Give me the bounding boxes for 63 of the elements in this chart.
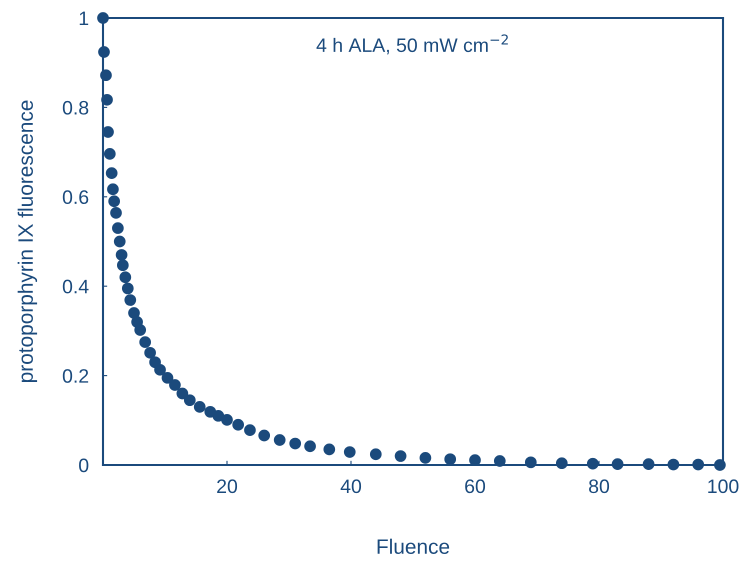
point: [420, 452, 432, 464]
point: [139, 336, 152, 348]
point: [692, 458, 704, 470]
x-tick-label: 20: [217, 479, 238, 494]
x-tick-label: 100: [708, 479, 738, 494]
point: [134, 324, 146, 336]
x-axis-title: Fluence: [378, 538, 450, 554]
point: [98, 46, 110, 58]
point: [112, 222, 124, 234]
point: [304, 440, 316, 452]
point: [524, 456, 537, 468]
point: [124, 294, 136, 306]
point: [162, 372, 174, 384]
point: [106, 167, 118, 179]
point: [586, 458, 599, 470]
x-tick-label: 80: [589, 479, 610, 494]
point: [110, 207, 122, 219]
y-tick-label: 0.8: [62, 100, 88, 115]
annotation: 4 h ALA, 50 mW cm$^{−2}$: [316, 34, 508, 54]
point: [323, 444, 336, 456]
point: [274, 434, 286, 446]
point: [107, 183, 119, 196]
point: [212, 410, 224, 422]
point: [128, 307, 140, 319]
point: [221, 414, 233, 426]
y-tick-label: 1: [80, 12, 88, 26]
point: [114, 236, 126, 248]
point: [394, 450, 406, 462]
point: [169, 379, 181, 391]
point: [612, 458, 624, 470]
point: [104, 148, 116, 160]
point: [101, 94, 113, 106]
point: [714, 459, 726, 471]
point: [258, 430, 270, 442]
point: [100, 69, 112, 82]
point: [154, 364, 166, 376]
point: [119, 271, 132, 284]
point: [289, 438, 302, 450]
point: [556, 457, 568, 470]
point: [97, 12, 109, 24]
point: [108, 195, 120, 208]
point: [122, 282, 134, 294]
point: [642, 458, 654, 470]
y-tick-label: 0.6: [62, 190, 88, 204]
point: [244, 424, 256, 436]
point: [370, 448, 382, 460]
x-tick-label: 60: [465, 479, 486, 494]
point: [116, 259, 129, 272]
y-tick-label: 0.4: [62, 280, 89, 294]
x-tick-label: 40: [340, 479, 362, 494]
point: [116, 249, 128, 261]
point: [668, 458, 680, 470]
point: [232, 418, 244, 431]
point: [144, 346, 156, 359]
y-axis-title: protoporphyrin IX fluorescence: [18, 100, 38, 382]
point: [176, 388, 188, 400]
point: [344, 446, 356, 458]
y-tick-label: 0: [79, 458, 88, 472]
y-tick-label: 0.2: [62, 369, 88, 383]
point: [444, 453, 456, 466]
point: [184, 394, 196, 406]
point: [194, 401, 206, 413]
point: [494, 455, 506, 467]
